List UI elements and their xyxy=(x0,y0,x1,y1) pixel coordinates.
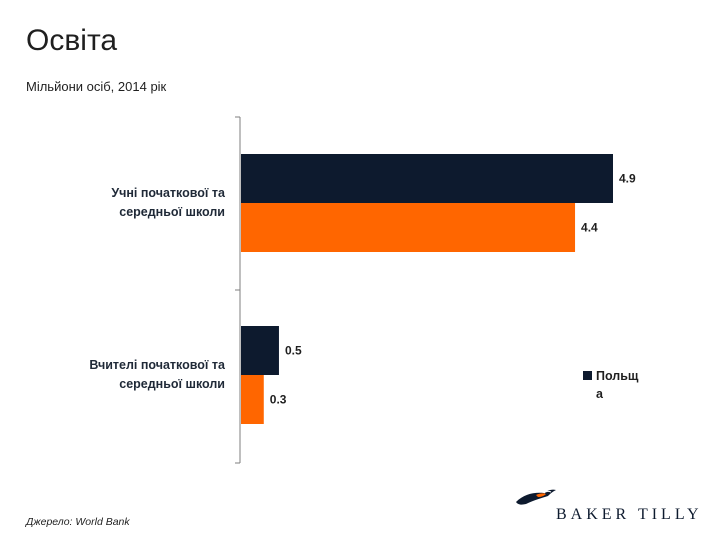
bar xyxy=(241,326,279,375)
logo-text: BAKER TILLY xyxy=(556,506,703,523)
data-label: 4.9 xyxy=(619,172,636,186)
data-label: 0.5 xyxy=(285,344,302,358)
eagle-icon xyxy=(516,489,556,505)
category-label: Учні початкової та середньої школи xyxy=(111,186,226,219)
chart-subtitle: Мільйони осіб, 2014 рік xyxy=(26,79,167,94)
legend-swatch xyxy=(583,371,592,380)
legend-label: Польщ а xyxy=(596,369,639,401)
category-label: Вчителі початкової та середньої школи xyxy=(89,358,226,391)
source-note: Джерело: World Bank xyxy=(26,516,130,528)
page-title: Освіта xyxy=(26,24,118,57)
bar xyxy=(241,203,576,252)
bar xyxy=(241,375,264,424)
bar xyxy=(241,154,613,203)
data-label: 0.3 xyxy=(270,393,287,407)
baker-tilly-logo: BAKER TILLY xyxy=(512,484,702,528)
data-label: 4.4 xyxy=(581,221,598,235)
